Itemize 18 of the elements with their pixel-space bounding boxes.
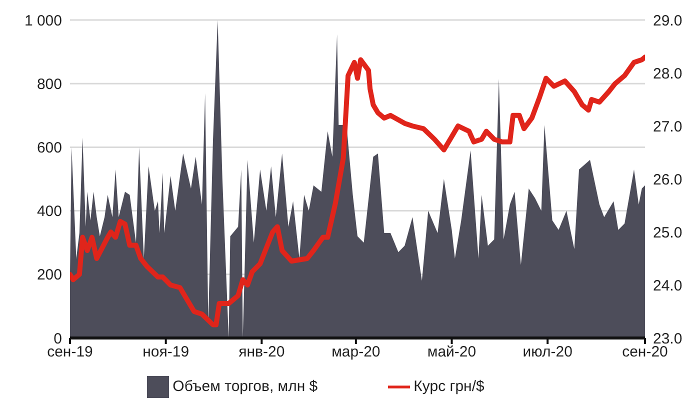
y-tick-label: 1 000 [24,12,62,30]
y2-tick-label: 24.0 [653,277,682,294]
y-tick-label: 400 [36,203,62,220]
y2-tick-label: 28.0 [653,65,682,82]
x-tick-label: июл-20 [522,344,572,361]
legend-label: Курс грн/$ [414,378,484,395]
x-tick-label: мар-20 [332,344,380,361]
y2-tick-label: 29.0 [653,12,682,30]
y2-tick-label: 26.0 [653,171,682,188]
legend-label: Объем торгов, млн $ [172,378,318,395]
y2-tick-label: 25.0 [653,224,682,242]
y-tick-label: 800 [36,76,62,93]
x-tick-label: ноя-19 [142,344,190,361]
x-tick-label: янв-20 [238,344,285,361]
y2-tick-label: 27.0 [653,118,682,136]
x-tick-label: май-20 [427,344,476,361]
y-tick-label: 600 [36,140,62,157]
y-tick-label: 200 [36,266,62,284]
